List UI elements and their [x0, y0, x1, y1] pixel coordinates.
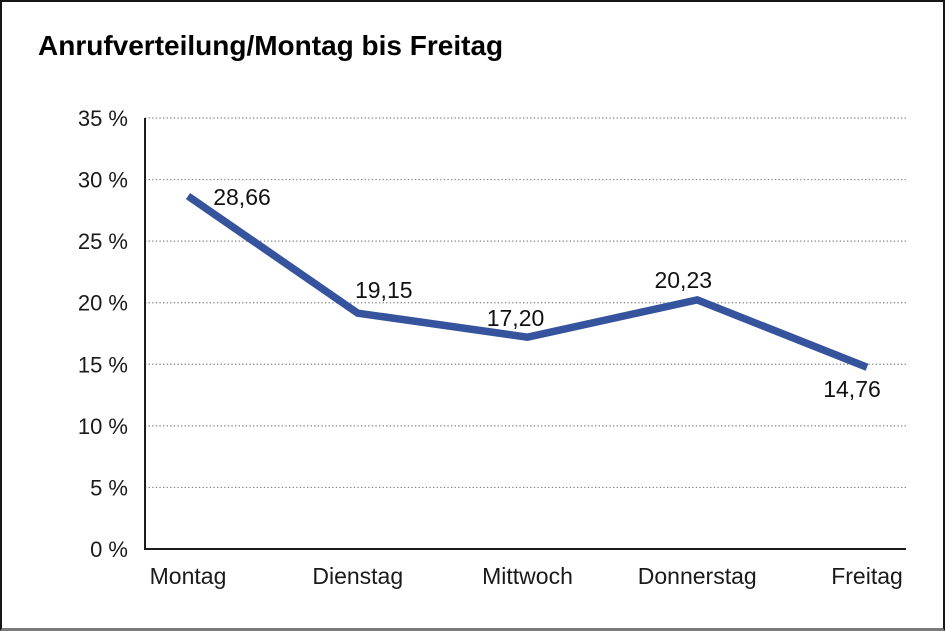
- x-axis-category-labels: Montag Dienstag Mittwoch Donnerstag Freitag: [150, 563, 903, 589]
- y-axis-tick-labels: 0 % 5 % 10 % 15 % 20 % 25 % 30 % 35 %: [78, 106, 128, 562]
- y-tick-label: 10 %: [78, 414, 128, 439]
- y-tick-label: 15 %: [78, 352, 128, 377]
- axes: [144, 118, 906, 550]
- data-label: 19,15: [355, 277, 413, 303]
- x-category-label: Mittwoch: [482, 563, 573, 589]
- data-label: 20,23: [654, 267, 712, 293]
- y-tick-label: 35 %: [78, 106, 128, 131]
- data-label: 14,76: [823, 376, 881, 402]
- y-tick-label: 25 %: [78, 229, 128, 254]
- x-category-label: Donnerstag: [638, 563, 757, 589]
- data-series: [185, 192, 869, 371]
- data-label: 28,66: [213, 184, 271, 210]
- y-tick-label: 0 %: [90, 537, 128, 562]
- y-tick-label: 30 %: [78, 168, 128, 193]
- chart-title: Anrufverteilung/Montag bis Freitag: [38, 30, 504, 61]
- x-category-label: Dienstag: [312, 563, 403, 589]
- data-label: 17,20: [487, 305, 545, 331]
- series-line: [185, 192, 869, 371]
- y-tick-label: 5 %: [90, 475, 128, 500]
- gridlines: [145, 117, 906, 489]
- point-labels: 28,66 19,15 17,20 20,23 14,76: [213, 184, 881, 402]
- x-category-label: Montag: [150, 563, 227, 589]
- y-tick-label: 20 %: [78, 291, 128, 316]
- x-category-label: Freitag: [831, 563, 903, 589]
